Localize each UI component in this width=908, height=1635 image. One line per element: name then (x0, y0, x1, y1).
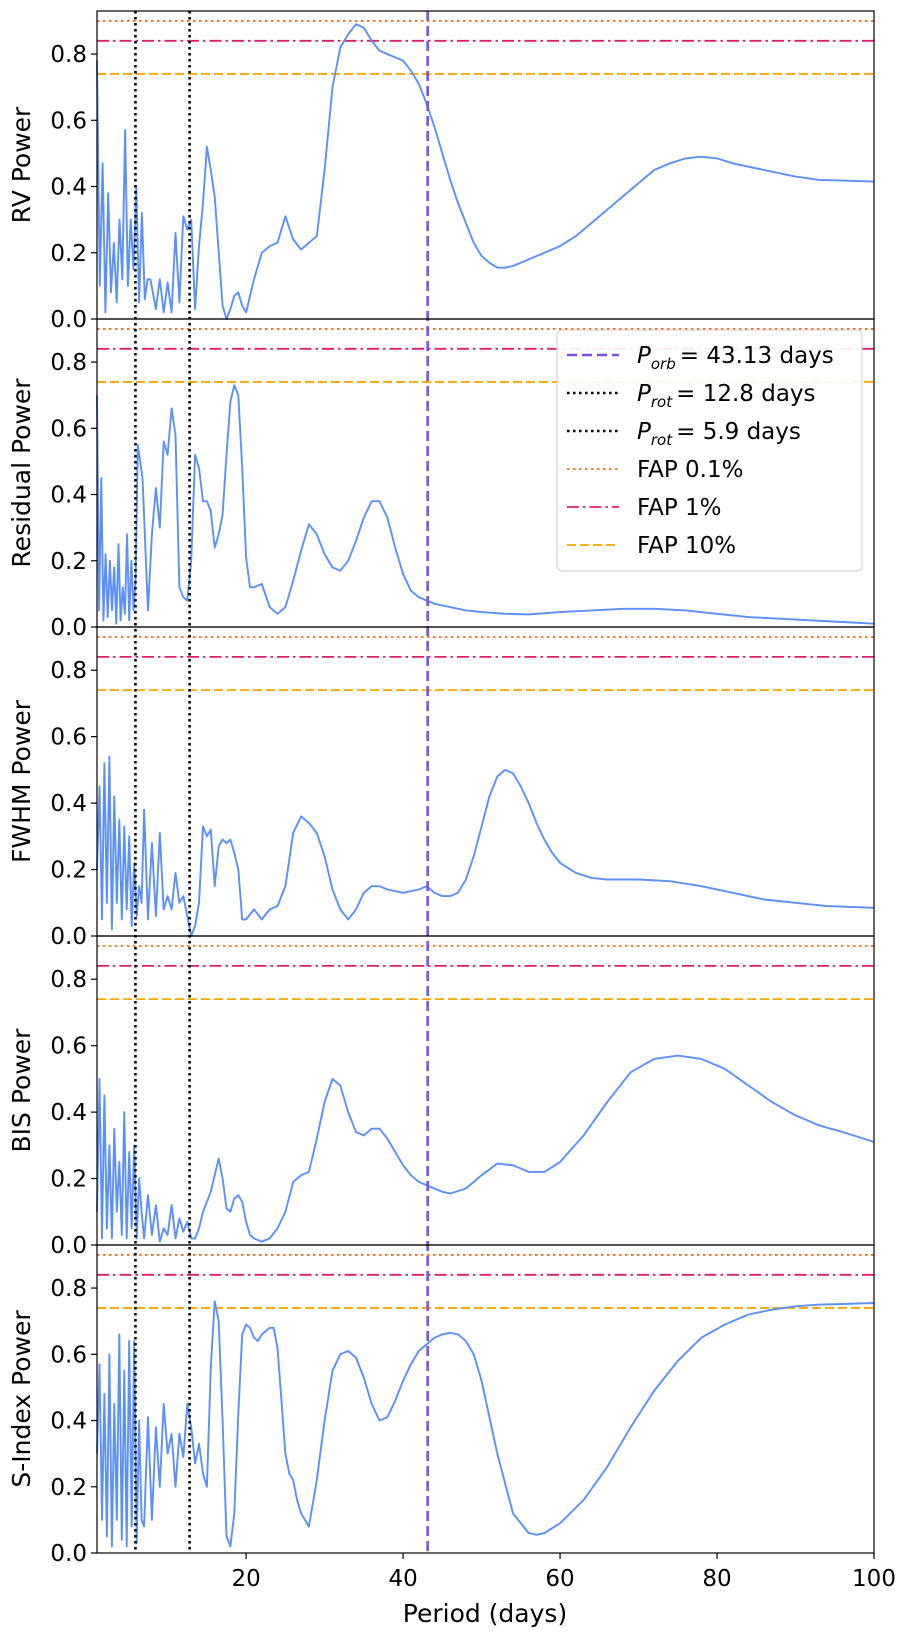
y-axis-label: S-Index Power (7, 1310, 36, 1488)
legend-entry: FAP 10% (567, 533, 736, 559)
y-tick-label: 0.0 (50, 615, 87, 641)
x-tick-label: 100 (852, 1566, 896, 1592)
y-tick-label: 0.2 (50, 241, 87, 267)
periodogram-line-1 (96, 23, 875, 320)
panel-1: 0.0 0.2 0.4 0.6 0.8 RV Power (7, 20, 875, 333)
y-tick-label: 0.0 (50, 924, 87, 950)
x-axis: Period (days) 20 40 60 80 100 (231, 1553, 896, 1628)
panel-frame (96, 1244, 875, 1554)
y-tick-label: 0.8 (50, 1276, 87, 1302)
legend-label: FAP 1% (637, 495, 722, 521)
y-tick-label: 0.2 (50, 1475, 87, 1501)
legend-entry: Porb = 43.13 days (567, 343, 834, 373)
y-tick-label: 0.8 (50, 350, 87, 376)
y-axis-label: RV Power (7, 106, 36, 223)
y-tick-label: 0.6 (50, 1034, 87, 1060)
y-tick-label: 0.6 (50, 416, 87, 442)
y-tick-label: 0.8 (50, 658, 87, 684)
x-tick-label: 60 (545, 1566, 574, 1592)
legend-label: FAP 10% (637, 533, 736, 559)
legend-entry: Prot = 5.9 days (567, 419, 801, 449)
y-tick-label: 0.4 (50, 483, 87, 509)
y-tick-label: 0.0 (50, 1541, 87, 1567)
legend-label: Prot = 12.8 days (637, 381, 816, 411)
y-tick-label: 0.6 (50, 108, 87, 134)
panel-frames (96, 10, 875, 1554)
legend-box (556, 329, 863, 572)
legend: Porb = 43.13 days Prot = 12.8 days Prot = 5.9… (556, 329, 863, 572)
y-tick-label: 0.2 (50, 858, 87, 884)
y-tick-label: 0.6 (50, 1342, 87, 1368)
vertical-lines (134, 11, 429, 1553)
y-axis-label: BIS Power (7, 1028, 36, 1153)
x-tick-label: 40 (388, 1566, 417, 1592)
y-tick-label: 0.4 (50, 791, 87, 817)
y-tick-label: 0.4 (50, 1409, 87, 1435)
y-tick-label: 0.0 (50, 1233, 87, 1259)
x-tick-label: 20 (231, 1566, 260, 1592)
panel-3: 0.0 0.2 0.4 0.6 0.8 FWHM Power (7, 636, 875, 950)
y-tick-label: 0.8 (50, 42, 87, 68)
y-tick-label: 0.6 (50, 725, 87, 751)
legend-label: Porb = 43.13 days (637, 343, 834, 373)
legend-label: Prot = 5.9 days (637, 419, 801, 449)
periodogram-line-5 (96, 1300, 875, 1548)
periodogram-line-2 (96, 384, 875, 625)
y-tick-label: 0.2 (50, 549, 87, 575)
y-tick-label: 0.8 (50, 967, 87, 993)
y-tick-label: 0.4 (50, 1100, 87, 1126)
y-tick-label: 0.4 (50, 175, 87, 201)
y-axis-label: Residual Power (7, 378, 36, 568)
legend-label: FAP 0.1% (637, 457, 743, 483)
x-tick-label: 80 (702, 1566, 731, 1592)
legend-entry: Prot = 12.8 days (567, 381, 816, 411)
y-tick-label: 0.2 (50, 1167, 87, 1193)
panel-5: 0.0 0.2 0.4 0.6 0.8 S-Index Power (7, 1254, 875, 1567)
y-tick-label: 0.0 (50, 307, 87, 333)
y-axis-label: FWHM Power (7, 699, 36, 863)
legend-entry: FAP 0.1% (567, 457, 743, 483)
legend-entry: FAP 1% (567, 495, 722, 521)
x-axis-label: Period (days) (403, 1599, 567, 1628)
